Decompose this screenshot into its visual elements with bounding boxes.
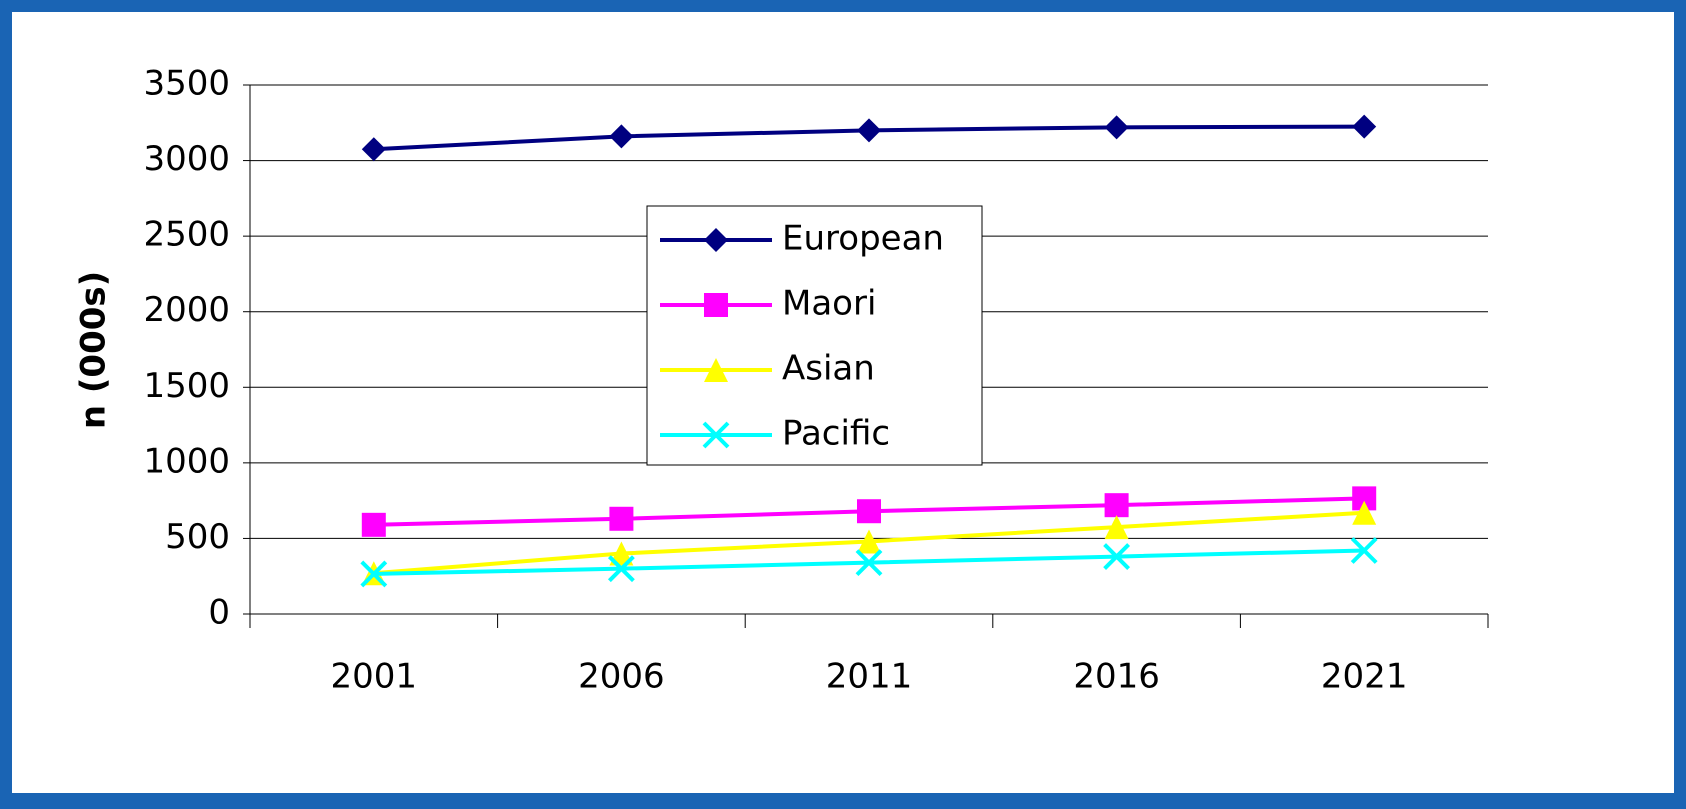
x-tick-label: 2016 — [1073, 657, 1160, 697]
legend-label: Asian — [782, 349, 875, 389]
x-tick-label: 2021 — [1321, 657, 1408, 697]
legend-marker — [704, 358, 728, 382]
y-tick-label: 1000 — [143, 441, 230, 481]
x-tick-label: 2011 — [826, 657, 913, 697]
marker — [360, 560, 388, 588]
marker — [1104, 493, 1129, 518]
marker — [609, 506, 634, 531]
legend-label: Pacific — [782, 414, 890, 454]
legend-marker — [702, 421, 730, 449]
legend-label: European — [782, 219, 944, 259]
marker — [607, 555, 635, 583]
marker — [857, 529, 881, 554]
x-tick-label: 2001 — [331, 657, 418, 697]
marker — [1352, 500, 1377, 525]
marker — [1352, 114, 1377, 139]
legend-marker — [704, 293, 728, 317]
y-tick-label: 500 — [165, 517, 230, 557]
marker — [361, 512, 386, 537]
marker — [857, 499, 881, 524]
marker — [855, 549, 883, 577]
x-tick-label: 2006 — [578, 657, 665, 697]
y-tick-label: 1500 — [143, 366, 230, 406]
marker — [1104, 515, 1129, 540]
legend-box — [646, 205, 983, 466]
y-axis-label: n (000s) — [74, 271, 114, 429]
y-tick-label: 3500 — [143, 64, 230, 104]
y-tick-label: 2000 — [143, 290, 230, 330]
legend-label: Maori — [782, 284, 876, 324]
y-tick-label: 2500 — [143, 215, 230, 255]
marker — [609, 541, 634, 566]
marker — [1104, 115, 1129, 140]
y-tick-label: 0 — [208, 593, 230, 633]
marker — [1350, 537, 1378, 564]
marker — [361, 137, 386, 162]
marker — [857, 118, 881, 143]
legend-marker — [704, 228, 728, 252]
marker — [1103, 543, 1131, 570]
marker — [609, 124, 634, 149]
y-tick-label: 3000 — [143, 139, 230, 179]
